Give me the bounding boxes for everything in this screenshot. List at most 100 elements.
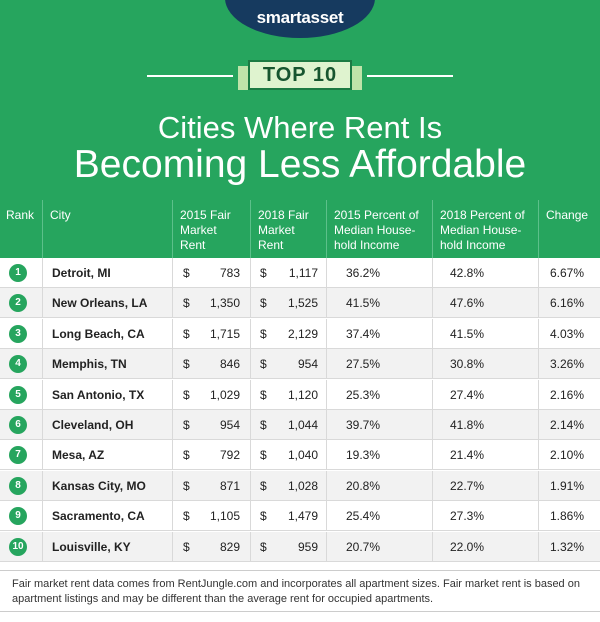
cell-divider (538, 410, 539, 440)
column-header: 2015 Percent of Median House-hold Income (334, 208, 419, 253)
banner-rule (367, 75, 453, 77)
currency-sign: $ (183, 509, 190, 524)
cell-divider (250, 501, 251, 532)
cell-divider (250, 379, 251, 410)
cell-divider (326, 288, 327, 319)
city: New Orleans, LA (52, 296, 148, 311)
rent-2015: 1,350 (209, 296, 240, 311)
header-divider (326, 200, 327, 258)
cell-divider (42, 349, 43, 380)
percent-2018: 22.0% (449, 539, 484, 554)
cell-divider (538, 258, 539, 288)
currency-sign: $ (260, 509, 267, 524)
cell-divider (538, 318, 539, 349)
cell-divider (432, 258, 433, 288)
cell-divider (250, 440, 251, 471)
rank-badge: 1 (9, 264, 27, 282)
cell-divider (172, 440, 173, 471)
cell-divider (42, 410, 43, 440)
header-divider (42, 200, 43, 258)
cell-divider (326, 470, 327, 501)
city: Cleveland, OH (52, 418, 134, 432)
currency-sign: $ (260, 478, 267, 493)
currency-sign: $ (183, 296, 190, 311)
change: 2.14% (549, 418, 584, 432)
cell-divider (432, 501, 433, 532)
table-row: 7 Mesa, AZ $792 $1,040 19.3% 21.4% 2.10% (0, 440, 600, 471)
currency-sign: $ (183, 539, 190, 554)
cell-divider (432, 318, 433, 349)
cell-divider (172, 288, 173, 319)
change: 1.86% (549, 509, 584, 524)
cell-divider (172, 501, 173, 532)
rent-2018: 1,040 (287, 448, 318, 463)
cell-divider (42, 531, 43, 562)
cell-divider (326, 258, 327, 288)
cell-divider (326, 349, 327, 380)
cell-divider (432, 349, 433, 380)
table-row: 5 San Antonio, TX $1,029 $1,120 25.3% 27.4% 2.… (0, 379, 600, 410)
cell-divider (432, 379, 433, 410)
rent-2018: 1,525 (287, 296, 318, 311)
rank-badge: 10 (9, 537, 27, 556)
currency-sign: $ (260, 296, 267, 311)
cell-divider (172, 318, 173, 349)
column-header-line: 2015 Percent of (334, 208, 419, 222)
column-header: 2015 Fair Market Rent (180, 208, 231, 253)
percent-2015: 27.5% (345, 357, 380, 372)
cell-divider (538, 288, 539, 319)
cell-divider (538, 531, 539, 562)
cell-divider (42, 440, 43, 471)
change: 2.10% (549, 448, 584, 463)
column-header: 2018 Fair Market Rent (258, 208, 309, 253)
rent-2015: 1,105 (209, 509, 240, 524)
city: Detroit, MI (52, 266, 111, 280)
header-divider (172, 200, 173, 258)
currency-sign: $ (183, 418, 190, 432)
banner: TOP 10 (248, 60, 352, 90)
rent-2015: 871 (219, 478, 240, 493)
cell-divider (432, 410, 433, 440)
percent-2015: 20.8% (345, 478, 380, 493)
cell-divider (432, 440, 433, 471)
currency-sign: $ (183, 387, 190, 402)
cell-divider (250, 410, 251, 440)
city: Memphis, TN (52, 357, 127, 372)
cell-divider (538, 440, 539, 471)
change: 1.91% (549, 478, 584, 493)
city: Sacramento, CA (52, 509, 145, 524)
rent-2018: 1,479 (287, 509, 318, 524)
rent-2015: 829 (219, 539, 240, 554)
cell-divider (42, 470, 43, 501)
cell-divider (326, 531, 327, 562)
cell-divider (172, 531, 173, 562)
column-header-line: Median House- (334, 223, 416, 237)
cell-divider (326, 410, 327, 440)
cell-divider (250, 288, 251, 319)
cell-divider (326, 318, 327, 349)
cell-divider (326, 501, 327, 532)
percent-2018: 27.3% (449, 509, 484, 524)
currency-sign: $ (260, 266, 267, 280)
cell-divider (538, 501, 539, 532)
rank-badge: 3 (9, 324, 27, 343)
currency-sign: $ (260, 418, 267, 432)
rank-badge: 9 (9, 507, 27, 526)
column-header-line: Change (546, 208, 589, 222)
rent-2015: 1,029 (209, 387, 240, 402)
change: 2.16% (549, 387, 584, 402)
percent-2018: 42.8% (449, 266, 484, 280)
column-header-line: Median House- (440, 223, 522, 237)
table-row: 2 New Orleans, LA $1,350 $1,525 41.5% 47.6% 6.… (0, 288, 600, 319)
percent-2018: 47.6% (449, 296, 484, 311)
percent-2015: 39.7% (345, 418, 380, 432)
table-header: Rank City 2015 Fair Market Rent 2018 Fair Mark… (0, 200, 600, 258)
rent-2018: 1,120 (287, 387, 318, 402)
column-header-line: Rent (258, 238, 284, 252)
column-header-line: 2018 Percent of (440, 208, 525, 222)
header-divider (250, 200, 251, 258)
currency-sign: $ (183, 357, 190, 372)
cell-divider (172, 379, 173, 410)
footnote: Fair market rent data comes from RentJun… (0, 570, 600, 612)
